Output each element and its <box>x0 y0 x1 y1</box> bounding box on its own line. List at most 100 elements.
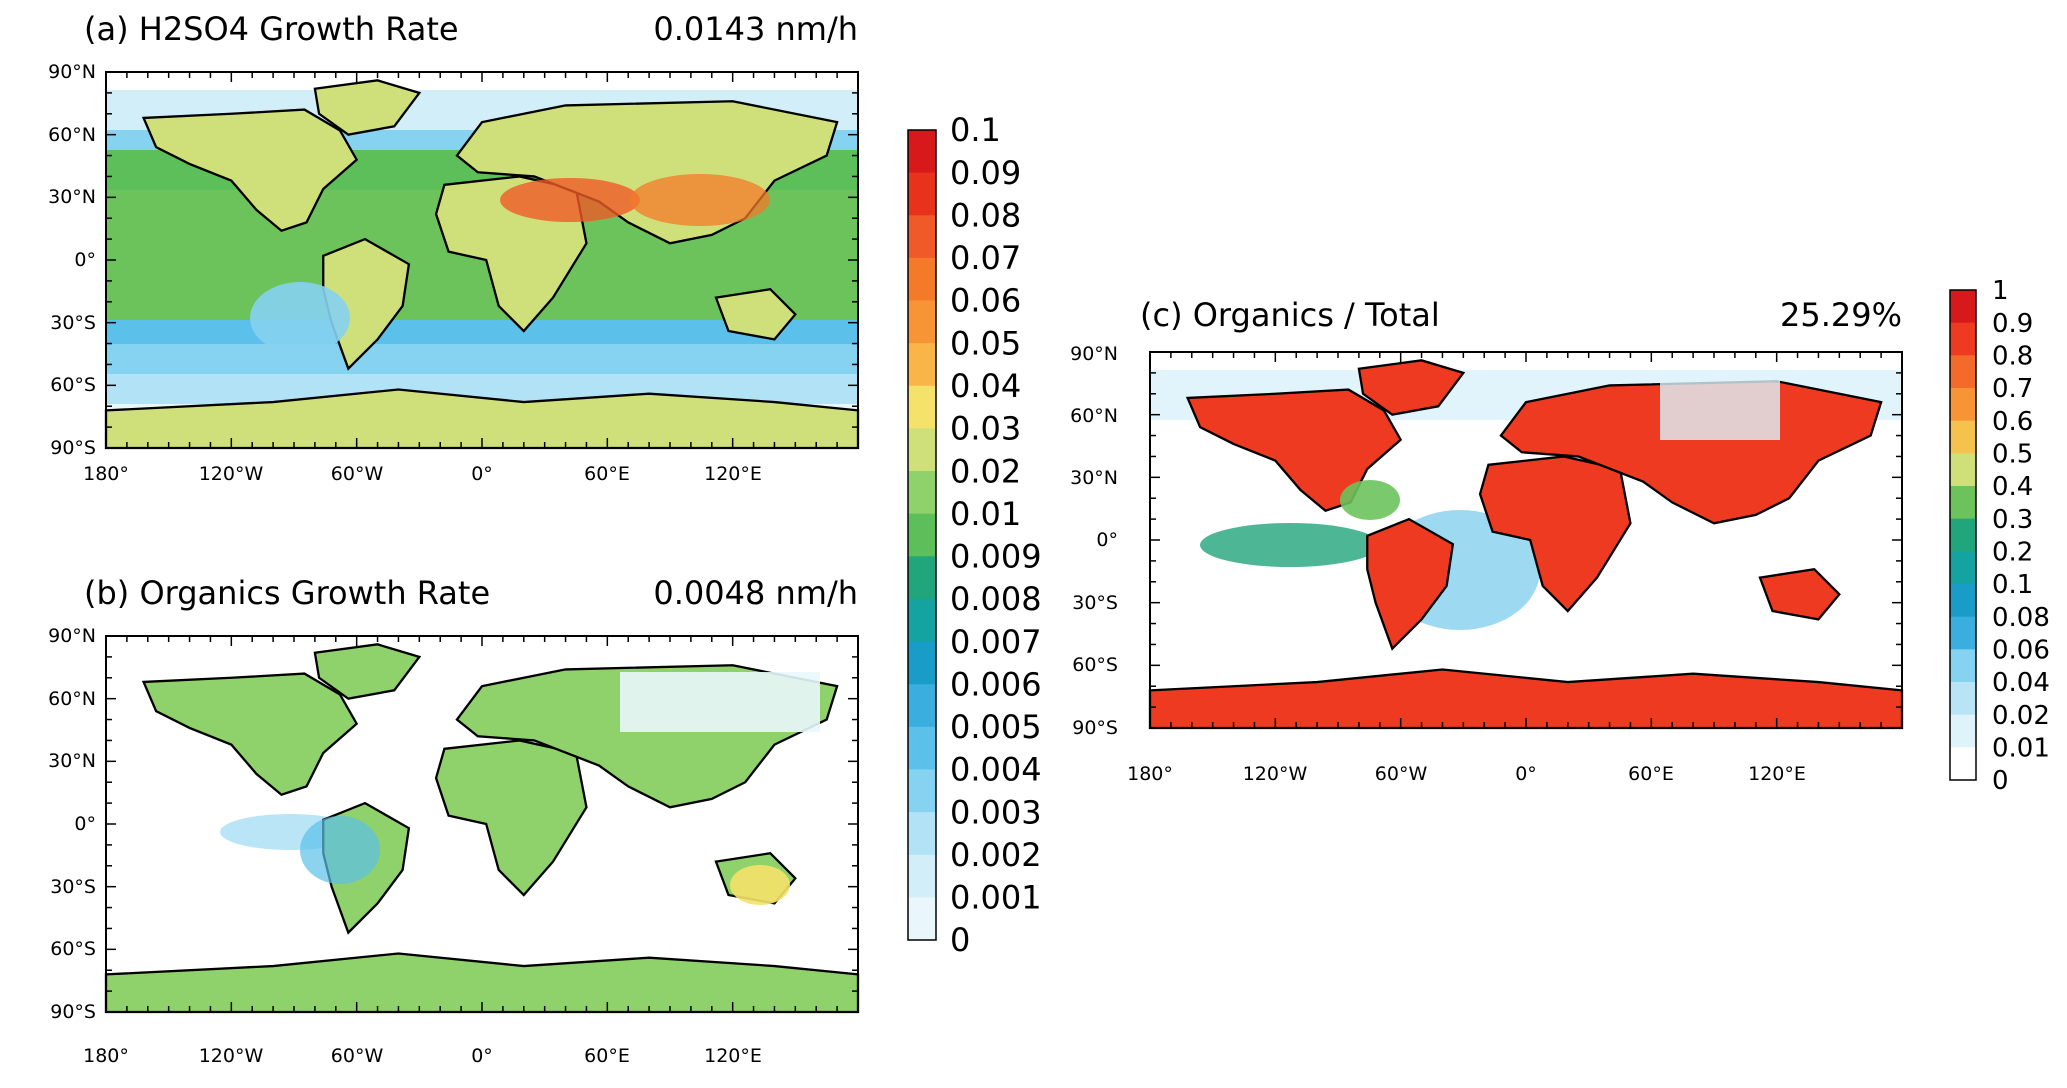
lat-tick-label: 90°S <box>1072 717 1118 739</box>
panel-b-mean-value: 0.0048 nm/h <box>653 574 858 612</box>
colorbar-swatch <box>908 471 936 515</box>
colorbar-swatch <box>908 215 936 259</box>
panel-b-title: (b) Organics Growth Rate <box>84 574 490 612</box>
lon-tick-label: 120°W <box>199 463 264 485</box>
colorbar-label: 0.07 <box>950 239 1021 277</box>
panel-a-lon-axis: 180° 120°W 60°W 0° 60°E 120°E <box>83 463 762 485</box>
panel-a-title: (a) H2SO4 Growth Rate <box>84 10 459 48</box>
colorbar-label: 0.06 <box>950 282 1021 320</box>
colorbar-label: 0.02 <box>1992 701 2050 731</box>
panel-b-lon-axis: 180° 120°W 60°W 0° 60°E 120°E <box>83 1045 762 1067</box>
colorbar-label: 0.6 <box>1992 407 2033 437</box>
colorbar-label: 0 <box>1992 766 2009 796</box>
lon-tick-label: 120°E <box>1748 763 1806 785</box>
colorbar-swatch <box>1950 682 1976 716</box>
colorbar-swatch <box>908 300 936 344</box>
panel-c-lat-axis: 90°N 60°N 30°N 0° 30°S 60°S 90°S <box>1070 343 1118 739</box>
colorbar-swatch <box>908 257 936 302</box>
colorbar-label: 0.01 <box>950 495 1021 533</box>
colorbar-swatch <box>908 343 936 387</box>
lat-tick-label: 90°S <box>50 437 96 459</box>
colorbar-label: 1 <box>1992 276 2009 306</box>
colorbar-frame <box>907 129 937 941</box>
colorbar-fraction: 10.90.80.70.60.50.40.30.20.10.080.060.04… <box>1949 276 2050 796</box>
lon-tick-label: 60°E <box>584 1045 630 1067</box>
panel-a-mean-value: 0.0143 nm/h <box>653 10 858 48</box>
lat-tick-label: 90°N <box>1070 343 1118 365</box>
colorbar-label: 0.08 <box>950 196 1021 234</box>
colorbar-label: 0.001 <box>950 879 1042 917</box>
colorbar-label: 0.005 <box>950 708 1042 746</box>
colorbar-label: 0.04 <box>1992 668 2050 698</box>
colorbar-label: 0.06 <box>1992 635 2050 665</box>
panel-c-mean-value: 25.29% <box>1780 296 1902 334</box>
lat-tick-label: 30°N <box>48 750 96 772</box>
colorbar-swatch <box>1950 518 1976 552</box>
lon-tick-label: 60°E <box>584 463 630 485</box>
lon-tick-label: 0° <box>1515 763 1537 785</box>
colorbar-label: 0.004 <box>950 751 1042 789</box>
panel-a-map <box>104 71 860 450</box>
colorbar-swatch <box>908 513 936 557</box>
colorbar-swatch <box>1950 355 1976 389</box>
lat-tick-label: 30°S <box>50 312 96 334</box>
colorbar-label: 0.003 <box>950 793 1042 831</box>
lat-tick-label: 30°S <box>1072 592 1118 614</box>
panel-b-lat-axis: 90°N 60°N 30°N 0° 30°S 60°S 90°S <box>48 625 96 1023</box>
panel-a-lat-axis: 90°N 60°N 30°N 0° 30°S 60°S 90°S <box>48 61 96 459</box>
lat-tick-label: 60°N <box>48 688 96 710</box>
panel-a: (a) H2SO4 Growth Rate 0.0143 nm/h 90°N 6… <box>48 10 860 485</box>
lon-tick-label: 180° <box>83 463 129 485</box>
colorbar-swatch <box>908 726 936 770</box>
colorbar-label: 0.03 <box>950 410 1021 448</box>
colorbar-label: 0.1 <box>1992 570 2033 600</box>
lon-tick-label: 60°W <box>331 463 384 485</box>
colorbar-swatch <box>1950 649 1976 683</box>
colorbar-label: 0.5 <box>1992 439 2033 469</box>
lon-tick-label: 120°W <box>1243 763 1308 785</box>
colorbar-growth: 0.1 0.09 0.08 0.07 0.06 0.05 0.04 0.03 0.02 0.01 0… <box>907 111 1042 959</box>
colorbar-swatch <box>908 769 936 813</box>
lat-tick-label: 0° <box>74 249 96 271</box>
lat-tick-label: 0° <box>1096 529 1118 551</box>
lon-tick-label: 120°W <box>199 1045 264 1067</box>
colorbar-swatch <box>908 428 936 472</box>
lat-tick-label: 30°S <box>50 876 96 898</box>
colorbar-label: 0.1 <box>950 111 1001 149</box>
lon-tick-label: 180° <box>1127 763 1173 785</box>
lat-tick-label: 90°N <box>48 625 96 647</box>
colorbar-swatch <box>1950 584 1976 618</box>
colorbar-label: 0.01 <box>1992 733 2050 763</box>
panel-b-map <box>104 635 860 1014</box>
colorbar-label: 0.3 <box>1992 505 2033 535</box>
lon-tick-label: 0° <box>471 1045 493 1067</box>
lat-tick-label: 60°S <box>50 374 96 396</box>
lon-tick-label: 60°W <box>1375 763 1428 785</box>
colorbar-label: 0.008 <box>950 580 1042 618</box>
lat-tick-label: 90°S <box>50 1001 96 1023</box>
colorbar-swatch <box>908 385 936 429</box>
colorbar-swatch <box>908 641 936 685</box>
colorbar-label: 0.009 <box>950 538 1042 576</box>
colorbar-label: 0.4 <box>1992 472 2033 502</box>
map-tick-marks <box>105 71 1903 1013</box>
lat-tick-label: 60°N <box>48 124 96 146</box>
colorbar-swatch <box>908 130 936 174</box>
colorbar-swatch <box>1950 453 1976 487</box>
lat-tick-label: 90°N <box>48 61 96 83</box>
colorbar-swatch <box>908 812 936 856</box>
panel-c-title: (c) Organics / Total <box>1140 296 1440 334</box>
colorbar-label: 0.09 <box>950 154 1021 192</box>
colorbar-swatch <box>1950 486 1976 520</box>
colorbar-swatch <box>908 172 936 216</box>
lon-tick-label: 120°E <box>704 463 762 485</box>
colorbar-label: 0.2 <box>1992 537 2033 567</box>
colorbar-swatch <box>908 684 936 728</box>
panel-b: (b) Organics Growth Rate 0.0048 nm/h 90°… <box>48 574 860 1067</box>
colorbar-swatch <box>908 556 936 600</box>
panel-c-map <box>1148 351 1904 730</box>
colorbar-swatch <box>908 854 936 898</box>
colorbar-swatch <box>1950 551 1976 585</box>
colorbar-label: 0.9 <box>1992 309 2033 339</box>
colorbar-label: 0.8 <box>1992 341 2033 371</box>
